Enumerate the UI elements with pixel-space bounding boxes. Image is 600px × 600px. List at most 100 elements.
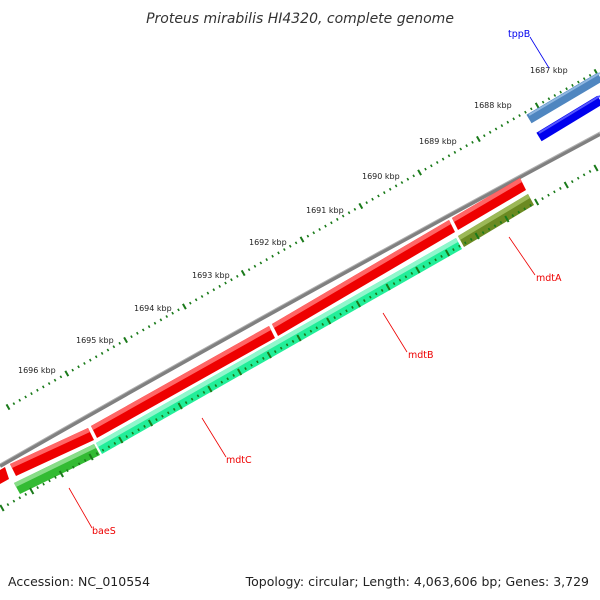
minor-tick	[303, 333, 307, 337]
minor-tick	[441, 157, 445, 161]
major-tick	[415, 266, 421, 274]
minor-tick	[547, 97, 551, 101]
minor-tick	[523, 207, 527, 211]
minor-tick	[224, 281, 227, 285]
kbp-label: 1694 kbp	[134, 304, 172, 313]
cds-mdtB-mdtC[interactable]	[96, 238, 462, 454]
major-tick	[118, 436, 124, 444]
minor-tick	[394, 184, 398, 188]
minor-tick	[318, 227, 321, 231]
kbp-label: 1687 kbp	[530, 66, 568, 75]
kbp-label: 1695 kbp	[76, 336, 114, 345]
minor-tick	[247, 268, 251, 272]
minor-tick	[541, 100, 545, 104]
major-tick	[296, 334, 302, 342]
minor-tick	[347, 211, 351, 215]
minor-tick	[588, 73, 592, 77]
major-tick	[207, 385, 213, 393]
minor-tick	[259, 261, 263, 265]
minor-tick	[312, 231, 316, 235]
minor-tick	[47, 382, 51, 386]
gene-label-mdtC[interactable]: mdtC	[226, 455, 252, 466]
minor-tick	[345, 309, 348, 313]
major-tick	[58, 470, 64, 478]
minor-tick	[471, 140, 474, 144]
minor-tick	[165, 315, 169, 319]
gene-block-baeS[interactable]	[10, 428, 94, 476]
minor-tick	[137, 428, 140, 432]
minor-tick	[155, 418, 158, 422]
minor-tick	[18, 398, 22, 402]
minor-tick	[100, 351, 104, 355]
minor-tick	[206, 291, 210, 295]
major-tick	[355, 300, 361, 308]
minor-tick	[147, 325, 151, 329]
gene-label-baeS[interactable]: baeS	[92, 526, 116, 537]
minor-tick	[406, 177, 410, 181]
genome-backbone	[0, 132, 600, 468]
minor-tick	[306, 234, 310, 238]
major-tick	[240, 269, 246, 277]
minor-tick	[113, 441, 117, 445]
minor-tick	[333, 316, 336, 320]
minor-tick	[288, 244, 292, 248]
major-tick	[182, 303, 187, 310]
gene-label-mdtB[interactable]: mdtB	[408, 350, 434, 361]
minor-tick	[202, 390, 206, 394]
minor-tick	[517, 210, 521, 214]
gene-bar-tppB-steel[interactable]	[526, 72, 600, 124]
major-tick	[123, 336, 128, 344]
minor-tick	[559, 186, 562, 190]
gene-block-mdtA[interactable]	[452, 178, 526, 230]
minor-tick	[184, 401, 188, 405]
minor-tick	[453, 150, 457, 154]
major-tick	[476, 135, 481, 143]
minor-tick	[48, 479, 51, 483]
minor-tick	[458, 244, 461, 248]
minor-tick	[24, 395, 27, 399]
minor-tick	[218, 284, 222, 288]
minor-tick	[529, 203, 532, 207]
minor-tick	[36, 486, 39, 490]
gene-block-partial[interactable]	[0, 467, 9, 484]
accession-text: Accession: NC_010554	[8, 574, 150, 589]
genome-summary-text: Topology: circular; Length: 4,063,606 bp…	[245, 574, 589, 589]
minor-tick	[6, 503, 10, 507]
major-tick	[534, 198, 540, 206]
gene-label-tppB[interactable]: tppB	[508, 29, 530, 40]
gene-block-mdtB[interactable]	[272, 220, 455, 336]
minor-tick	[24, 492, 28, 496]
minor-tick	[524, 110, 527, 114]
minor-tick	[265, 258, 269, 262]
kbp-label: 1693 kbp	[192, 271, 230, 280]
minor-tick	[506, 120, 510, 124]
minor-tick	[363, 299, 366, 303]
minor-tick	[226, 377, 230, 381]
minor-tick	[143, 424, 146, 428]
major-tick	[326, 317, 332, 325]
minor-tick	[424, 167, 427, 171]
kbp-label: 1690 kbp	[362, 172, 400, 181]
gene-label-mdtA[interactable]: mdtA	[536, 273, 562, 284]
minor-tick	[582, 173, 586, 177]
minor-tick	[559, 90, 563, 94]
minor-tick	[392, 282, 396, 286]
gene-bar-tppB[interactable]	[536, 95, 600, 142]
minor-tick	[118, 341, 121, 345]
minor-tick	[283, 248, 286, 252]
minor-tick	[541, 197, 544, 201]
major-tick	[444, 249, 451, 257]
map-title: Proteus mirabilis HI4320, complete genom…	[146, 11, 454, 27]
gene-block-mdtC[interactable]	[91, 326, 275, 438]
minor-tick	[565, 87, 568, 91]
kbp-label: 1691 kbp	[306, 206, 344, 215]
kbp-label: 1692 kbp	[249, 238, 287, 247]
minor-tick	[230, 278, 233, 282]
minor-tick	[271, 254, 274, 258]
major-tick	[593, 164, 599, 172]
minor-tick	[487, 227, 491, 231]
minor-tick	[250, 363, 253, 367]
minor-tick	[577, 80, 580, 84]
minor-tick	[434, 258, 437, 262]
minor-tick	[499, 220, 503, 224]
